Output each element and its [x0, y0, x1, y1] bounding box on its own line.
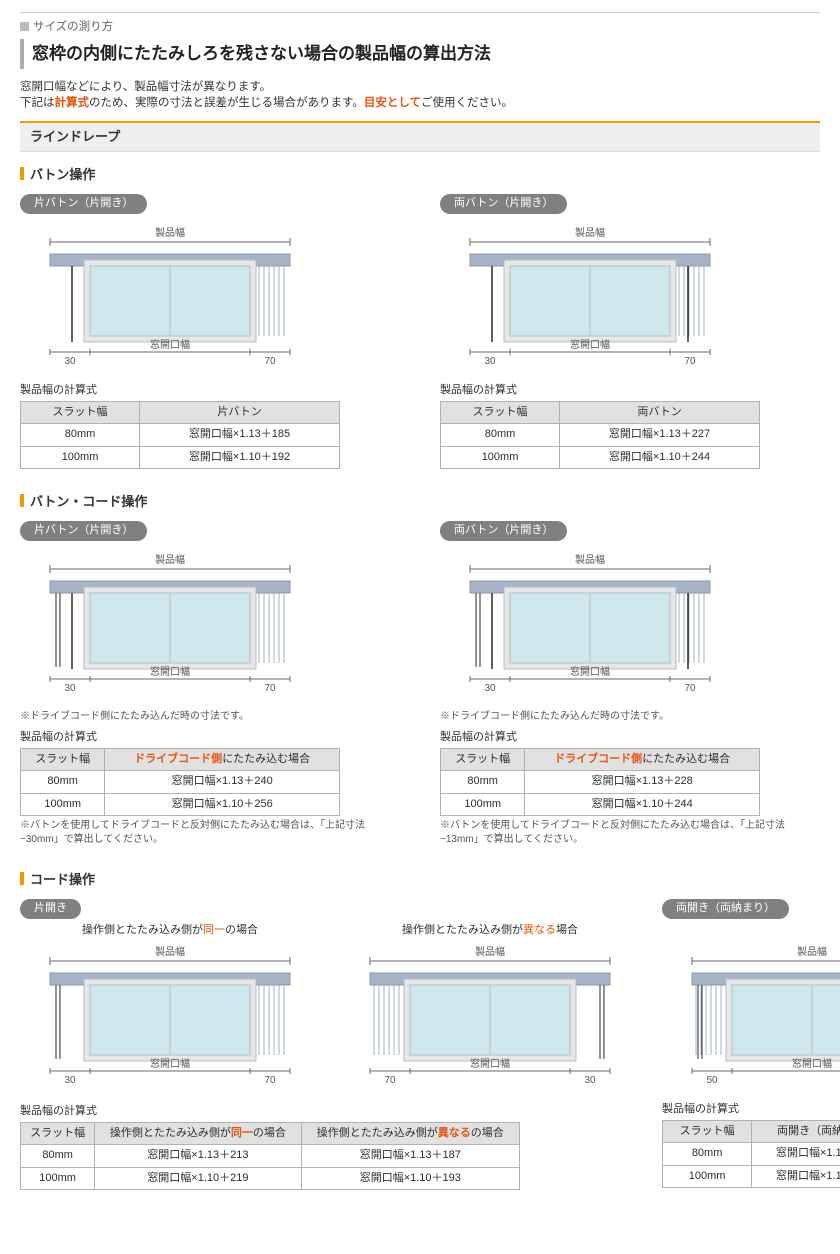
diagram-note: ※ドライブコード側にたたみ込んだ時の寸法です。 [440, 710, 820, 724]
variant-chip: 両バトン（片開き） [440, 521, 567, 540]
svg-text:窓開口幅: 窓開口幅 [150, 338, 190, 351]
svg-text:70: 70 [684, 356, 696, 367]
page-title: 窓枠の内側にたたみしろを残さない場合の製品幅の算出方法 [32, 42, 812, 66]
svg-text:70: 70 [684, 683, 696, 694]
table-footnote: ※バトンを使用してドライブコードと反対側にたたみ込む場合は、「上記寸法−13mm… [440, 819, 820, 847]
svg-text:30: 30 [64, 683, 76, 694]
table-footnote: ※バトンを使用してドライブコードと反対側にたたみ込む場合は、「上記寸法−30mm… [20, 819, 400, 847]
diagram-s1-left: 製品幅窓開口幅 30 70 [20, 222, 400, 377]
table-title: 製品幅の計算式 [440, 730, 820, 745]
variant-chip: 片バトン（片開き） [20, 521, 147, 540]
diagram-s2-left: 製品幅窓開口幅 30 70 [20, 549, 400, 704]
calc-table: スラット幅片バトン 80mm窓開口幅×1.13＋185 100mm窓開口幅×1.… [20, 401, 340, 469]
svg-text:製品幅: 製品幅 [155, 945, 185, 958]
intro-text: 窓開口幅などにより、製品幅寸法が異なります。 下記は計算式のため、実際の寸法と誤… [20, 79, 820, 111]
svg-text:30: 30 [64, 356, 76, 367]
svg-text:30: 30 [64, 1075, 76, 1086]
svg-text:窓開口幅: 窓開口幅 [150, 1057, 190, 1070]
diagram-s2-right: 製品幅窓開口幅 30 70 [440, 549, 820, 704]
svg-text:製品幅: 製品幅 [475, 945, 505, 958]
svg-text:窓開口幅: 窓開口幅 [570, 665, 610, 678]
svg-text:30: 30 [584, 1075, 596, 1086]
table-title: 製品幅の計算式 [662, 1102, 840, 1117]
svg-text:70: 70 [384, 1075, 396, 1086]
svg-text:70: 70 [264, 1075, 276, 1086]
calc-table: スラット幅ドライブコード側にたたみ込む場合 80mm窓開口幅×1.13＋240 … [20, 748, 340, 816]
svg-text:70: 70 [264, 683, 276, 694]
variant-chip: 両バトン（片開き） [440, 194, 567, 213]
svg-text:窓開口幅: 窓開口幅 [150, 665, 190, 678]
variant-chip: 片バトン（片開き） [20, 194, 147, 213]
svg-text:製品幅: 製品幅 [155, 226, 185, 239]
diagram-s1-right: 製品幅窓開口幅 30 70 [440, 222, 820, 377]
calc-table: スラット幅 操作側とたたみ込み側が同一の場合 操作側とたたみ込み側が異なるの場合… [20, 1122, 520, 1190]
diagram-s3-diff: 製品幅窓開口幅 70 30 [340, 941, 640, 1096]
page-title-box: 窓枠の内側にたたみしろを残さない場合の製品幅の算出方法 [20, 39, 820, 69]
variant-chip: 片開き [20, 899, 81, 918]
svg-text:窓開口幅: 窓開口幅 [470, 1057, 510, 1070]
svg-text:製品幅: 製品幅 [797, 945, 827, 958]
calc-table: スラット幅両開き（両納まり） 80mm窓開口幅×1.13＋289 100mm窓開… [662, 1120, 840, 1188]
svg-text:30: 30 [484, 683, 496, 694]
diagram-note: ※ドライブコード側にたたみ込んだ時の寸法です。 [20, 710, 400, 724]
svg-text:窓開口幅: 窓開口幅 [570, 338, 610, 351]
subsection-1: バトン操作 [20, 166, 820, 184]
case-label: 操作側とたたみ込み側が異なる場合 [340, 923, 640, 937]
svg-text:窓開口幅: 窓開口幅 [792, 1057, 832, 1070]
diagram-s3-ryo: 製品幅窓開口幅5050 [662, 941, 840, 1096]
calc-table: スラット幅両バトン 80mm窓開口幅×1.13＋227 100mm窓開口幅×1.… [440, 401, 760, 469]
diagram-s3-same: 製品幅窓開口幅 30 70 [20, 941, 320, 1096]
kicker: サイズの測り方 [20, 12, 820, 35]
calc-table: スラット幅ドライブコード側にたたみ込む場合 80mm窓開口幅×1.13＋228 … [440, 748, 760, 816]
svg-text:50: 50 [706, 1075, 718, 1086]
subsection-2: バトン・コード操作 [20, 493, 820, 511]
svg-text:30: 30 [484, 356, 496, 367]
table-title: 製品幅の計算式 [20, 383, 400, 398]
svg-text:70: 70 [264, 356, 276, 367]
svg-text:製品幅: 製品幅 [575, 553, 605, 566]
product-section-title: ラインドレープ [20, 121, 820, 152]
svg-text:製品幅: 製品幅 [155, 553, 185, 566]
table-title: 製品幅の計算式 [20, 730, 400, 745]
svg-text:製品幅: 製品幅 [575, 226, 605, 239]
subsection-3: コード操作 [20, 871, 820, 889]
table-title: 製品幅の計算式 [440, 383, 820, 398]
variant-chip: 両開き（両納まり） [662, 899, 789, 918]
case-label: 操作側とたたみ込み側が同一の場合 [20, 923, 320, 937]
table-title: 製品幅の計算式 [20, 1104, 640, 1119]
